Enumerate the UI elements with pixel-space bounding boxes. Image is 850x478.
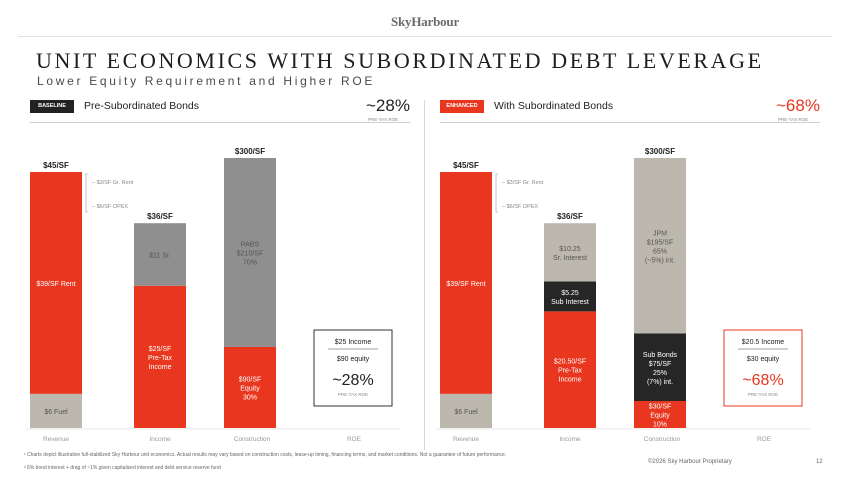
bar-income-segment-0 (544, 311, 596, 428)
header-rule (18, 36, 832, 37)
roe-box-value: ~28% (332, 372, 373, 389)
baseline-roe-metric: ~28% (366, 96, 410, 115)
page-title: UNIT ECONOMICS WITH SUBORDINATED DEBT LE… (36, 48, 764, 73)
bar-revenue-segment-0 (30, 393, 82, 428)
baseline-heading: Pre-Subordinated Bonds (84, 100, 199, 112)
category-label-revenue: Revenue (453, 436, 479, 443)
roe-box-equity: $30 equity (747, 356, 780, 363)
bar-revenue-seg-0-label-line-0: $6 Fuel (454, 409, 478, 416)
category-label-revenue: Revenue (43, 436, 69, 443)
bar-construction-seg-2-label-line-3: (~5%) int. (645, 257, 675, 264)
baseline-header-rule (30, 122, 410, 123)
revenue-annotation-0: – $3/SF Gr. Rent (92, 180, 134, 186)
revenue-annotation-1: – $6/SF OPEX (92, 204, 128, 210)
bar-construction-segment-0 (634, 401, 686, 428)
roe-box-caption: PRE-TAX ROE (748, 392, 778, 397)
revenue-bracket (495, 173, 498, 213)
enhanced-tag: ENHANCED (440, 100, 484, 113)
enhanced-panel-header: ENHANCED With Subordinated Bonds ~68% PR… (440, 96, 820, 122)
enhanced-roe-metric: ~68% (776, 96, 820, 115)
bar-income-segment-1 (544, 281, 596, 312)
enhanced-heading: With Subordinated Bonds (494, 100, 614, 112)
bar-construction-segment-2 (634, 158, 686, 334)
bar-construction-total-label: $300/SF (235, 147, 265, 156)
bar-revenue-seg-0-label-line-0: $6 Fuel (44, 409, 68, 416)
bar-construction-seg-0-label-line-0: $30/SF (649, 404, 672, 411)
revenue-annotation-1: – $6/SF OPEX (502, 204, 538, 210)
revenue-annotation-0: – $3/SF Gr. Rent (502, 180, 544, 186)
bar-construction-seg-0-label-line-1: Equity (650, 413, 670, 420)
bar-construction-seg-1-label-line-1: $75/SF (649, 361, 672, 368)
bar-construction-seg-1-label-line-0: Sub Bonds (643, 352, 678, 359)
bar-income-seg-0-label-line-1: Pre-Tax (558, 368, 583, 375)
enhanced-header-rule (440, 122, 820, 123)
bar-revenue-segment-1 (440, 172, 492, 394)
baseline-panel-header: BASELINE Pre-Subordinated Bonds ~28% PRE… (30, 96, 410, 122)
bar-revenue-seg-1-label-line-0: $39/SF Rent (36, 281, 75, 288)
baseline-roe-caption: PRE-TAX ROE (368, 117, 399, 122)
roe-box (313, 329, 393, 407)
bar-construction-seg-0-label-line-1: Equity (240, 386, 260, 393)
bar-revenue-seg-1-label-line-0: $39/SF Rent (446, 281, 485, 288)
bar-income-seg-0-label-line-2: Income (149, 364, 172, 371)
bar-income-total-label: $36/SF (557, 212, 583, 221)
bar-construction-segment-0 (224, 347, 276, 428)
bar-income-seg-1-label-line-0: $5.25 (561, 290, 579, 297)
bar-income-seg-2-label-line-1: Sr. Interest (553, 255, 587, 262)
bar-revenue-total-label: $45/SF (453, 161, 479, 170)
category-label-income: Income (149, 436, 171, 443)
bar-construction-seg-0-label-line-0: $90/SF (239, 377, 262, 384)
bar-construction-segment-1 (634, 333, 686, 401)
category-label-roe: ROE (347, 436, 362, 443)
bar-income-seg-0-label-line-0: $25/SF (149, 346, 172, 353)
footnote-1: ¹ Charts depict illustrative full-stabil… (24, 452, 507, 458)
category-label-construction: Construction (234, 436, 271, 443)
copyright: ©2026 Sky Harbour Proprietary (648, 459, 732, 465)
bar-income-seg-2-label-line-0: $10.25 (559, 246, 581, 253)
roe-box-value: ~68% (742, 372, 783, 389)
panel-divider (424, 100, 425, 450)
page-number: 12 (816, 459, 823, 465)
bar-income-seg-0-label-line-0: $20.50/SF (554, 359, 586, 366)
bar-income-segment-0 (134, 285, 186, 428)
brand-logo: SkyHarbour (390, 14, 460, 29)
roe-box (723, 329, 803, 407)
baseline-tag: BASELINE (30, 100, 74, 113)
bar-construction-seg-1-label-line-1: $210/SF (237, 251, 263, 258)
bar-construction-seg-1-label-line-2: 70% (243, 260, 257, 267)
bar-construction-segment-1 (224, 158, 276, 347)
bar-revenue-segment-1 (30, 172, 82, 394)
roe-box-equity: $90 equity (337, 356, 370, 363)
bar-income-seg-0-label-line-2: Income (559, 377, 582, 384)
category-label-income: Income (559, 436, 581, 443)
bar-income-total-label: $36/SF (147, 212, 173, 221)
bar-revenue-total-label: $45/SF (43, 161, 69, 170)
bar-construction-seg-0-label-line-2: 10% (653, 422, 667, 429)
revenue-bracket (85, 173, 88, 213)
roe-box-income: $25 Income (335, 339, 372, 346)
page-subtitle: Lower Equity Requirement and Higher ROE (37, 74, 376, 88)
bar-construction-seg-2-label-line-0: JPM (653, 230, 667, 237)
bar-income-segment-1 (134, 223, 186, 286)
roe-box-caption: PRE-TAX ROE (338, 392, 368, 397)
category-label-construction: Construction (644, 436, 681, 443)
bar-construction-total-label: $300/SF (645, 147, 675, 156)
bar-construction-seg-1-label-line-0: PABS (241, 242, 259, 249)
bar-construction-seg-0-label-line-2: 30% (243, 395, 257, 402)
bar-construction-seg-2-label-line-2: 65% (653, 248, 667, 255)
bar-income-segment-2 (544, 223, 596, 282)
category-label-roe: ROE (757, 436, 772, 443)
footnote-2: ² 6% bond interest + drag of ~1% given c… (24, 465, 221, 471)
bar-income-seg-1-label-line-1: Sub Interest (551, 299, 589, 306)
bar-construction-seg-2-label-line-1: $195/SF (647, 239, 673, 246)
bar-income-seg-1-label-line-0: $11 Sr. (149, 252, 171, 259)
bar-income-seg-0-label-line-1: Pre-Tax (148, 355, 173, 362)
bar-construction-seg-1-label-line-2: 25% (653, 370, 667, 377)
roe-box-income: $20.5 Income (742, 339, 785, 346)
bar-revenue-segment-0 (440, 393, 492, 428)
enhanced-roe-caption: PRE-TAX ROE (778, 117, 809, 122)
bar-construction-seg-1-label-line-3: (7%) int. (647, 379, 673, 386)
